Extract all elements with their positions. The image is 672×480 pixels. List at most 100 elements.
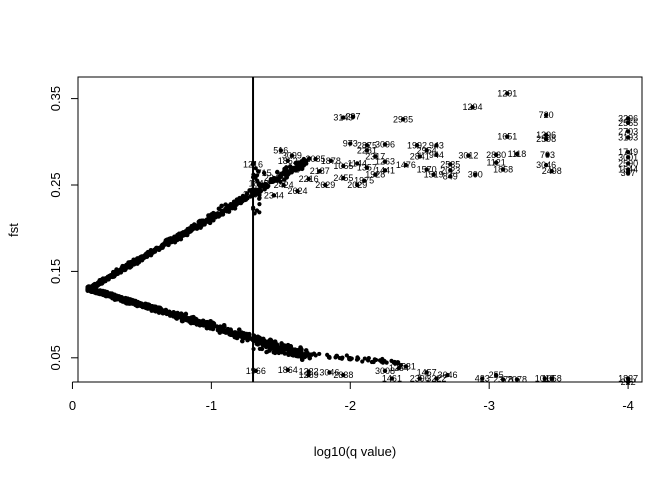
- point-id-label: 2281: [357, 145, 377, 155]
- x-tick-label: 0: [69, 398, 76, 413]
- point-id-label: 1065: [333, 161, 353, 171]
- data-point: [164, 237, 170, 243]
- point-id-label: 3222: [426, 374, 446, 384]
- point-id-label: 2424: [274, 180, 294, 190]
- data-point: [236, 327, 242, 332]
- data-point: [169, 312, 175, 318]
- data-point: [253, 337, 258, 343]
- data-point: [238, 331, 244, 337]
- point-id-label: 2498: [542, 166, 562, 176]
- point-id-label: 1264: [389, 363, 409, 373]
- data-point: [239, 197, 245, 203]
- point-id-label: 2246: [264, 173, 284, 183]
- labeled-point-marker: [448, 174, 453, 179]
- labeled-point-marker: [289, 167, 295, 172]
- data-point: [298, 162, 303, 167]
- labeled-point-marker: [285, 367, 290, 373]
- data-point: [303, 158, 309, 164]
- data-point: [293, 160, 299, 166]
- labeled-point-marker: [271, 193, 277, 198]
- data-point: [88, 284, 94, 290]
- data-point: [271, 346, 277, 351]
- labeled-point-marker: [355, 182, 360, 188]
- labeled-point-marker: [341, 163, 346, 169]
- point-id-label: 1858: [493, 164, 513, 174]
- labeled-point-marker: [543, 137, 549, 142]
- y-tick-label: 0.15: [48, 259, 63, 284]
- data-point: [257, 201, 262, 207]
- point-id-label: 1294: [463, 102, 483, 112]
- data-point: [217, 326, 222, 331]
- labeled-point-marker: [625, 135, 631, 140]
- point-id-label: 1544: [618, 164, 638, 174]
- labeled-point-marker: [400, 117, 406, 122]
- data-point: [286, 350, 291, 355]
- data-point: [158, 307, 164, 312]
- point-id-label: 2590: [618, 158, 638, 168]
- data-point: [183, 314, 188, 319]
- point-id-label: 2985: [393, 114, 413, 124]
- point-id-label: 1144: [348, 158, 367, 168]
- point-id-label: 3646: [438, 370, 458, 380]
- point-id-label: 3096: [375, 139, 395, 149]
- labeled-point-marker: [625, 170, 631, 176]
- data-point: [125, 264, 130, 270]
- data-point: [253, 166, 258, 171]
- labeled-point-marker: [549, 376, 554, 381]
- data-point: [203, 320, 209, 325]
- point-id-label: 1357: [357, 163, 377, 173]
- data-point: [286, 343, 291, 349]
- labeled-point-marker: [364, 165, 370, 170]
- point-id-label: 2317: [365, 151, 385, 161]
- point-id-label: 2187: [310, 166, 330, 176]
- data-point: [211, 321, 217, 326]
- y-tick-label: 0.05: [48, 345, 63, 370]
- data-point: [124, 297, 130, 303]
- point-id-label: 1658: [542, 374, 562, 384]
- data-point: [99, 289, 104, 295]
- data-point: [115, 270, 120, 276]
- labeled-point-marker: [306, 372, 311, 378]
- data-point: [242, 194, 248, 200]
- data-point: [152, 304, 157, 309]
- data-point: [96, 279, 102, 285]
- data-point: [128, 259, 133, 265]
- point-id-label: 2629: [315, 180, 335, 190]
- point-id-label: 1263: [375, 157, 395, 167]
- y-tick-label: 0.25: [48, 172, 63, 197]
- labeled-point-marker: [542, 376, 547, 381]
- labeled-point-marker: [543, 132, 549, 138]
- data-point: [384, 360, 389, 365]
- point-id-label: 1975: [354, 176, 374, 186]
- labeled-point-marker: [434, 143, 439, 148]
- labeled-point-marker: [295, 188, 300, 194]
- point-id-label: 3099: [282, 151, 302, 161]
- data-point: [120, 266, 126, 272]
- labeled-point-marker: [493, 372, 499, 378]
- data-point: [344, 353, 349, 358]
- data-point: [207, 326, 213, 331]
- labeled-point-marker: [625, 129, 631, 134]
- labeled-point-marker: [493, 152, 499, 157]
- data-point: [130, 301, 135, 306]
- point-id-label: 3008: [375, 366, 395, 376]
- point-id-label: 3001: [618, 152, 638, 162]
- point-id-label: 423: [475, 374, 490, 384]
- point-id-label: 2535: [440, 159, 460, 169]
- point-id-label: 222: [621, 377, 636, 387]
- data-point: [291, 351, 297, 356]
- data-point: [295, 351, 300, 356]
- labeled-point-marker: [448, 162, 453, 167]
- point-id-label: 1840: [249, 178, 269, 188]
- labeled-point-marker: [382, 159, 388, 164]
- data-point: [175, 310, 180, 316]
- labeled-point-marker: [417, 154, 422, 159]
- point-id-label: 1461: [382, 374, 402, 384]
- data-point: [298, 345, 303, 350]
- labeled-point-marker: [414, 143, 420, 148]
- data-point: [210, 213, 216, 219]
- point-id-label: 516: [273, 145, 288, 155]
- data-point: [232, 206, 238, 211]
- point-id-label: 1749: [618, 147, 638, 157]
- data-point: [219, 203, 224, 209]
